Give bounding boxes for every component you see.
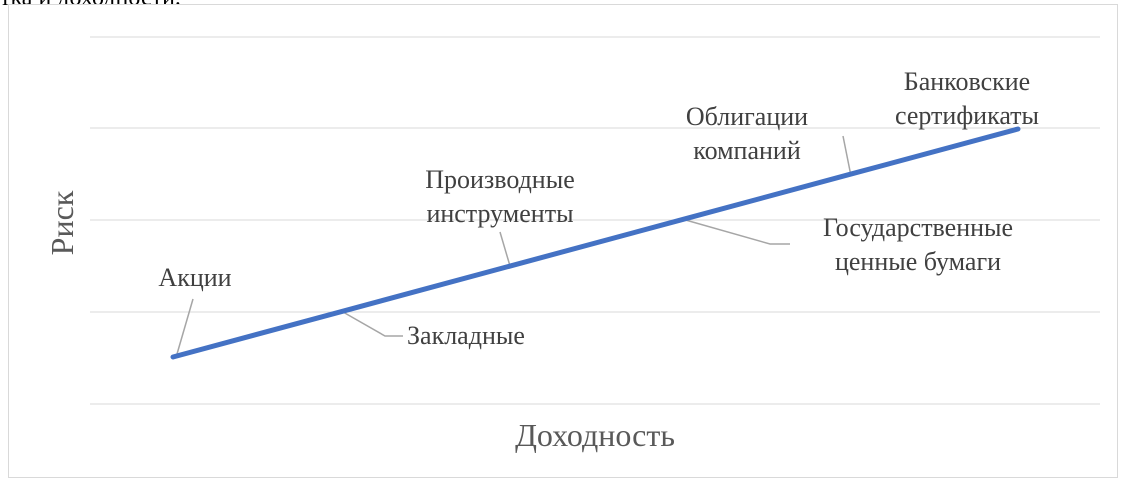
data-label-2: Производные инструменты — [425, 165, 574, 228]
y-axis-title: Риск — [44, 190, 80, 255]
leader-line-5 — [842, 135, 852, 177]
gridlines — [90, 36, 1100, 405]
x-axis-title: Доходность — [515, 417, 675, 453]
data-label-5: Банковские сертификаты — [895, 67, 1039, 130]
data-label-1-line-0: Закладные — [407, 321, 525, 350]
data-label-3-line-0: Государственные — [823, 213, 1013, 242]
data-label-0-line-0: Акции — [158, 263, 231, 292]
data-label-5-line-0: Банковские — [904, 67, 1030, 96]
chart-frame — [8, 4, 1118, 478]
data-label-3-line-1: ценные бумаги — [835, 247, 1001, 276]
data-label-0: Акции — [158, 263, 231, 292]
data-label-4-line-0: Облигации — [686, 102, 808, 131]
leader-line-0 — [176, 298, 194, 355]
data-label-5-line-1: сертификаты — [895, 101, 1039, 130]
leader-line-2 — [499, 231, 511, 267]
data-labels: Акции Закладные Производные инструменты Госу… — [158, 67, 1039, 350]
data-label-2-line-1: инструменты — [426, 199, 573, 228]
leader-line-3 — [681, 218, 790, 245]
series-line — [170, 126, 1021, 360]
data-label-1: Закладные — [407, 321, 525, 350]
leader-line-1 — [342, 311, 403, 337]
data-label-3: Государственные ценные бумаги — [823, 213, 1013, 276]
data-label-4-line-1: компаний — [693, 136, 801, 165]
data-label-2-line-0: Производные — [425, 165, 574, 194]
data-label-4: Облигации компаний — [686, 102, 808, 165]
